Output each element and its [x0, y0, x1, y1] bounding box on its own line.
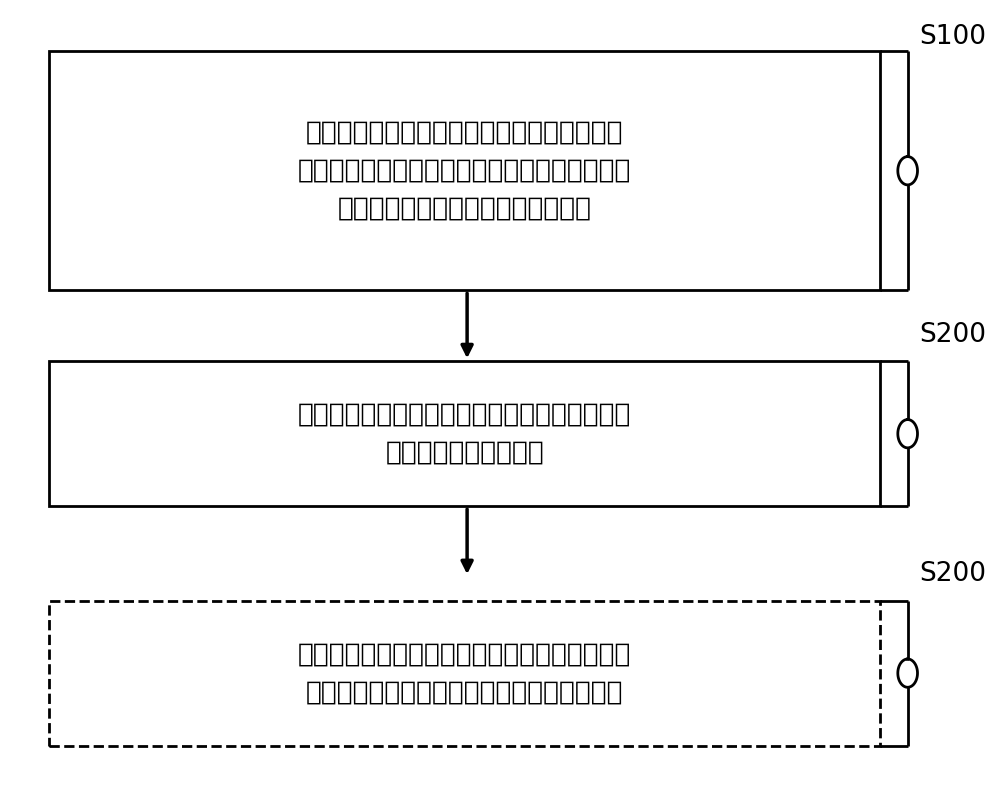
- Text: S100: S100: [919, 24, 986, 49]
- Text: 通过自适应滤波方法调整振膜位移模型的权重
值，直至使得扬声器驱动电压估计值与扬声器的
驱动电压测量值的误差小于预定阈值: 通过自适应滤波方法调整振膜位移模型的权重 值，直至使得扬声器驱动电压估计值与扬声…: [298, 120, 631, 221]
- Text: 根据振膜相对位移与振膜绝对位移的预定关系以
及计算获得的振膜相对位移获得振膜绝对位移: 根据振膜相对位移与振膜绝对位移的预定关系以 及计算获得的振膜相对位移获得振膜绝对…: [298, 641, 631, 705]
- Text: S200: S200: [919, 322, 986, 348]
- Bar: [49, 51, 880, 290]
- Text: 根据最终确定的权重值对应的振膜位移模型估计
扬声器的振膜相对位移: 根据最终确定的权重值对应的振膜位移模型估计 扬声器的振膜相对位移: [298, 402, 631, 466]
- Bar: [49, 601, 880, 746]
- Bar: [49, 361, 880, 506]
- Text: S200: S200: [919, 561, 986, 587]
